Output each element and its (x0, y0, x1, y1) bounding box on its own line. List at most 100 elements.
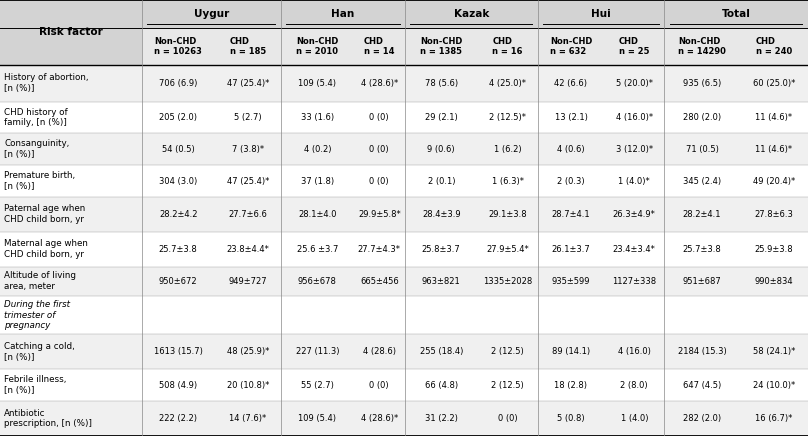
Text: 304 (3.0): 304 (3.0) (159, 177, 197, 185)
Bar (478, 28, 538, 65)
Bar (0, 232, 142, 267)
Bar (354, 133, 405, 165)
Text: 18 (2.8): 18 (2.8) (554, 381, 587, 390)
Text: 1 (6.3)*: 1 (6.3)* (492, 177, 524, 185)
Bar (215, 369, 281, 401)
Text: During the first
trimester of
pregnancy: During the first trimester of pregnancy (4, 300, 70, 330)
Bar (215, 165, 281, 197)
Bar (142, 165, 215, 197)
Bar (405, 401, 478, 436)
Text: 16 (6.7)*: 16 (6.7)* (755, 414, 793, 423)
Text: 26.1±3.7: 26.1±3.7 (552, 245, 591, 254)
Bar (604, 296, 664, 334)
Bar (740, 165, 808, 197)
Bar (478, 65, 538, 102)
Text: 25.9±3.8: 25.9±3.8 (755, 245, 793, 254)
Text: 58 (24.1)*: 58 (24.1)* (753, 347, 795, 356)
Text: 78 (5.6): 78 (5.6) (425, 78, 458, 88)
Bar (740, 334, 808, 369)
Bar (664, 267, 740, 296)
Text: Non-CHD
n = 14290: Non-CHD n = 14290 (678, 37, 726, 56)
Text: 33 (1.6): 33 (1.6) (301, 113, 334, 122)
Bar (215, 334, 281, 369)
Text: 31 (2.2): 31 (2.2) (425, 414, 457, 423)
Text: 3 (12.0)*: 3 (12.0)* (616, 145, 653, 154)
Text: Altitude of living
area, meter: Altitude of living area, meter (4, 272, 76, 291)
Text: 11 (4.6)*: 11 (4.6)* (755, 113, 793, 122)
Bar (740, 197, 808, 232)
Text: 0 (0): 0 (0) (498, 414, 517, 423)
Bar (405, 65, 478, 102)
Bar (604, 401, 664, 436)
Bar (0, 296, 142, 334)
Bar (740, 232, 808, 267)
Text: CHD
n = 185: CHD n = 185 (229, 37, 266, 56)
Text: 1613 (15.7): 1613 (15.7) (154, 347, 203, 356)
Bar (354, 102, 405, 133)
Bar (281, 197, 354, 232)
Bar (215, 65, 281, 102)
Text: 2 (8.0): 2 (8.0) (621, 381, 648, 390)
Text: 24 (10.0)*: 24 (10.0)* (753, 381, 795, 390)
Bar (538, 334, 604, 369)
Text: 28.2±4.1: 28.2±4.1 (683, 210, 722, 219)
Bar (281, 267, 354, 296)
Bar (215, 133, 281, 165)
Text: 2 (0.1): 2 (0.1) (427, 177, 455, 185)
Text: 665±456: 665±456 (360, 277, 398, 286)
Text: 4 (28.6)*: 4 (28.6)* (360, 78, 398, 88)
Text: 956±678: 956±678 (298, 277, 337, 286)
Bar (215, 401, 281, 436)
Bar (538, 28, 604, 65)
Text: 55 (2.7): 55 (2.7) (301, 381, 334, 390)
Bar (664, 133, 740, 165)
Text: 1335±2028: 1335±2028 (483, 277, 532, 286)
Text: 345 (2.4): 345 (2.4) (683, 177, 721, 185)
Bar (478, 401, 538, 436)
Text: 5 (20.0)*: 5 (20.0)* (616, 78, 653, 88)
Text: 42 (6.6): 42 (6.6) (554, 78, 587, 88)
Bar (604, 232, 664, 267)
Text: 13 (2.1): 13 (2.1) (554, 113, 587, 122)
Bar (142, 267, 215, 296)
Bar (405, 28, 478, 65)
Text: 0 (0): 0 (0) (369, 177, 389, 185)
Text: History of abortion,
[n (%)]: History of abortion, [n (%)] (4, 73, 89, 93)
Bar (604, 102, 664, 133)
Bar (740, 267, 808, 296)
Text: 14 (7.6)*: 14 (7.6)* (229, 414, 267, 423)
Bar (142, 102, 215, 133)
Text: 26.3±4.9*: 26.3±4.9* (612, 210, 656, 219)
Bar (405, 296, 478, 334)
Bar (215, 296, 281, 334)
Bar (664, 369, 740, 401)
Text: 4 (16.0)*: 4 (16.0)* (616, 113, 653, 122)
Bar (215, 197, 281, 232)
Bar (0, 334, 142, 369)
Bar (0, 0, 142, 65)
Text: Kazak: Kazak (453, 9, 489, 19)
Text: 2 (12.5): 2 (12.5) (491, 347, 524, 356)
Bar (538, 232, 604, 267)
Text: 27.7±6.6: 27.7±6.6 (229, 210, 267, 219)
Bar (538, 165, 604, 197)
Text: 66 (4.8): 66 (4.8) (425, 381, 458, 390)
Bar (405, 232, 478, 267)
Text: 280 (2.0): 280 (2.0) (683, 113, 721, 122)
Bar (478, 197, 538, 232)
Bar (664, 197, 740, 232)
Bar (142, 296, 215, 334)
Bar (354, 296, 405, 334)
Bar (405, 165, 478, 197)
Bar (664, 334, 740, 369)
Text: Hui: Hui (591, 9, 611, 19)
Bar (215, 232, 281, 267)
Text: 4 (25.0)*: 4 (25.0)* (489, 78, 526, 88)
Bar (281, 296, 354, 334)
Bar (354, 197, 405, 232)
Bar (538, 401, 604, 436)
Text: 29.9±5.8*: 29.9±5.8* (358, 210, 401, 219)
Text: 25.7±3.8: 25.7±3.8 (683, 245, 722, 254)
Bar (281, 0, 405, 28)
Text: 60 (25.0)*: 60 (25.0)* (753, 78, 795, 88)
